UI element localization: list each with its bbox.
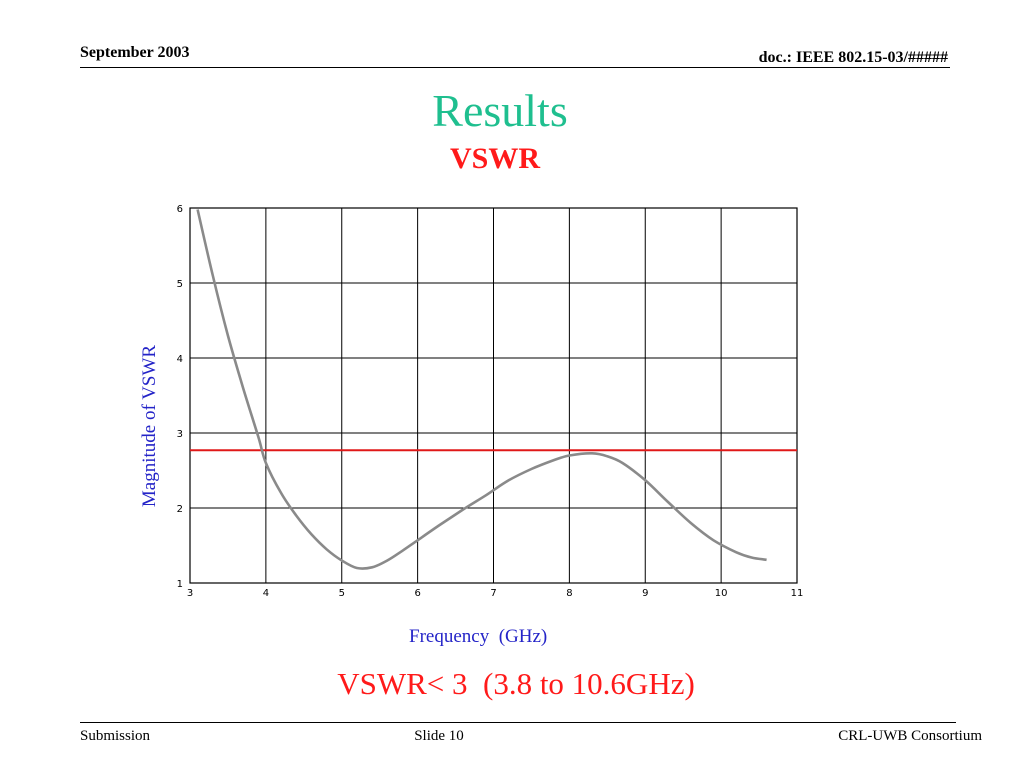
x-tick-label: 9: [642, 588, 648, 599]
x-tick-label: 3: [187, 588, 193, 599]
x-axis-label: Frequency (GHz): [409, 626, 548, 647]
vswr-curve: [196, 209, 767, 570]
x-tick-label: 8: [566, 588, 572, 599]
x-tick-label: 10: [715, 588, 728, 599]
x-tick-label: 6: [414, 588, 420, 599]
footer-submission: Submission: [80, 728, 151, 744]
y-tick-label: 2: [177, 504, 183, 515]
slide-title: Results: [432, 85, 568, 136]
footer-consortium: CRL-UWB Consortium: [838, 728, 982, 744]
y-axis-label: Magnitude of VSWR: [139, 344, 160, 508]
x-tick-label: 7: [490, 588, 496, 599]
header-divider: [80, 67, 950, 68]
x-tick-label: 5: [339, 588, 345, 599]
header-date: September 2003: [80, 44, 190, 61]
vswr-note: VSWR< 3 (3.8 to 10.6GHz): [337, 666, 695, 701]
y-tick-label: 4: [177, 354, 183, 365]
y-tick-label: 1: [177, 579, 183, 590]
slide-subtitle: VSWR: [449, 142, 540, 175]
y-tick-label: 3: [177, 429, 183, 440]
header-doc-id: doc.: IEEE 802.15-03/#####: [758, 49, 948, 66]
footer-divider: [80, 722, 956, 723]
footer-slide-number: Slide 10: [414, 728, 464, 744]
x-tick-label: 11: [791, 588, 804, 599]
y-tick-label: 5: [177, 279, 183, 290]
x-tick-label: 4: [263, 588, 269, 599]
y-tick-label: 6: [177, 204, 183, 215]
